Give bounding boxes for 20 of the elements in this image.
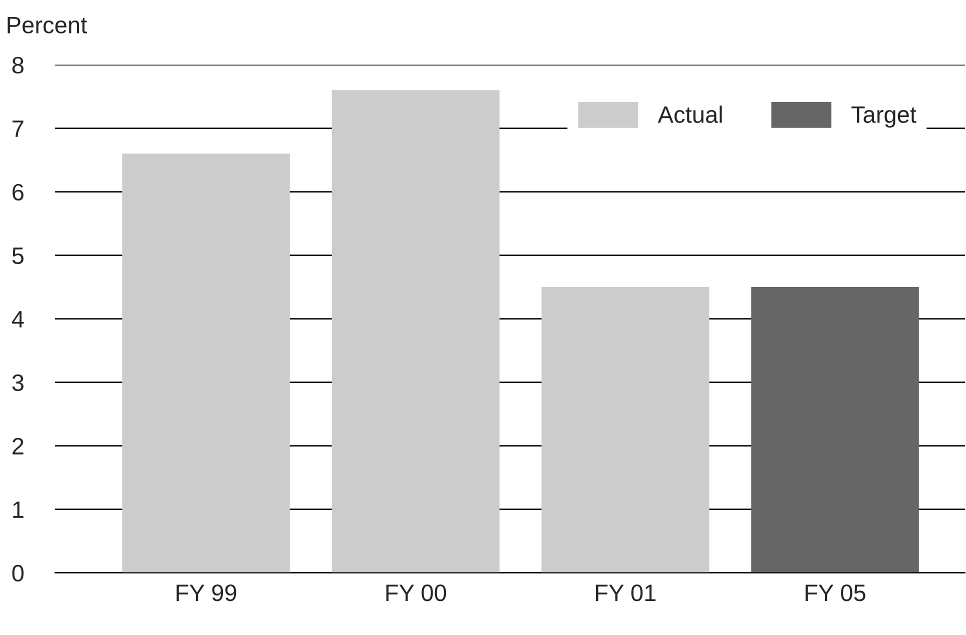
y-tick-label: 1 [13,502,24,518]
y-tick-label: 3 [12,374,24,392]
x-tick-label: FY 00 [386,584,446,602]
bar [122,154,290,573]
x-tick-label: FY 99 [176,584,236,602]
x-tick-label: FY 01 [596,584,656,602]
bar [751,287,919,573]
bar [542,287,710,573]
y-tick-label: 8 [12,56,24,74]
y-tick-label: 2 [12,438,24,454]
y-tick-label: 5 [12,248,24,264]
bar [332,90,500,573]
y-axis-title: Percent [8,16,87,34]
y-tick-label: 6 [12,184,24,201]
x-tick-label: FY 05 [806,584,866,602]
legend-label: Target [851,106,916,128]
y-tick-label: 0 [12,564,24,582]
y-tick-label: 7 [12,120,24,137]
y-tick-label: 4 [12,311,24,328]
legend-label: Actual [658,106,722,123]
